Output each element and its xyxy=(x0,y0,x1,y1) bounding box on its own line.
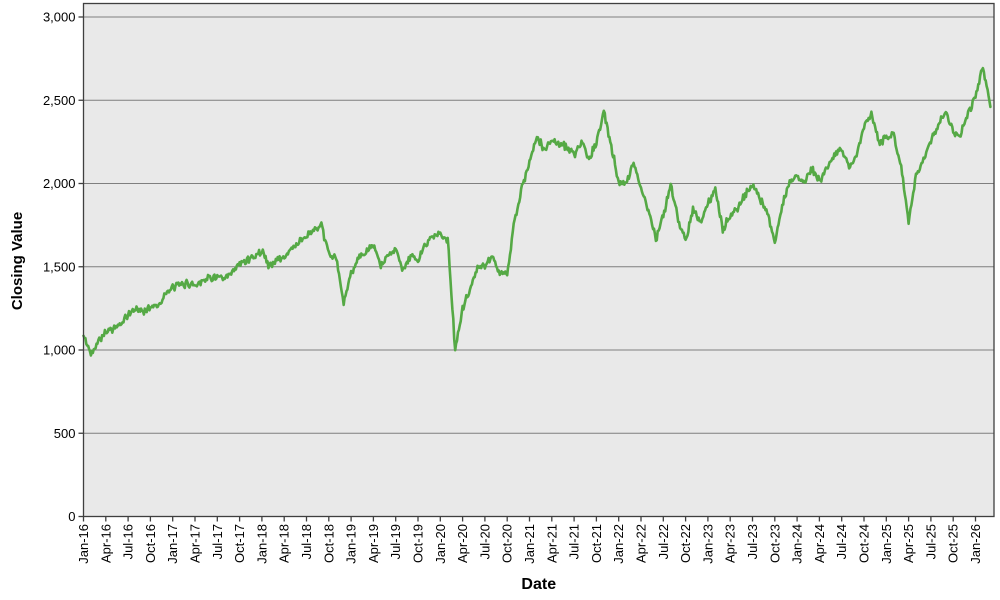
x-tick-label: Jul-17 xyxy=(210,524,225,559)
y-tick-label: 3,000 xyxy=(43,10,76,25)
x-tick-label: Apr-18 xyxy=(277,524,292,563)
x-tick-label: Oct-19 xyxy=(411,524,426,563)
x-tick-label: Oct-24 xyxy=(857,524,872,563)
x-tick-label: Oct-23 xyxy=(767,524,782,563)
x-tick-label: Oct-20 xyxy=(500,524,515,563)
x-tick-label: Jan-17 xyxy=(165,524,180,564)
x-tick-label: Jul-21 xyxy=(567,524,582,559)
x-tick-label: Jul-16 xyxy=(121,524,136,559)
y-tick-label: 500 xyxy=(54,426,76,441)
x-tick-label: Jan-16 xyxy=(76,524,91,564)
y-tick-label: 1,500 xyxy=(43,259,76,274)
x-tick-label: Oct-16 xyxy=(143,524,158,563)
x-tick-label: Apr-21 xyxy=(544,524,559,563)
x-tick-label: Apr-22 xyxy=(634,524,649,563)
y-tick-label: 0 xyxy=(68,509,75,524)
x-tick-label: Apr-20 xyxy=(455,524,470,563)
x-tick-label: Jul-20 xyxy=(477,524,492,559)
x-tick-label: Apr-25 xyxy=(901,524,916,563)
x-tick-label: Oct-22 xyxy=(678,524,693,563)
x-tick-label: Jan-20 xyxy=(433,524,448,564)
y-tick-label: 2,500 xyxy=(43,93,76,108)
x-tick-label: Jan-22 xyxy=(611,524,626,564)
x-tick-label: Jul-25 xyxy=(923,524,938,559)
series-line-closing-value xyxy=(82,66,992,357)
x-tick-label: Apr-23 xyxy=(723,524,738,563)
x-tick-label: Oct-21 xyxy=(589,524,604,563)
x-tick-label: Jul-18 xyxy=(299,524,314,559)
x-tick-label: Oct-25 xyxy=(946,524,961,563)
plot-area xyxy=(83,3,994,517)
x-tick-label: Jan-23 xyxy=(700,524,715,564)
x-tick-label: Jul-22 xyxy=(656,524,671,559)
x-tick-label: Jan-19 xyxy=(344,524,359,564)
x-tick-label: Jul-24 xyxy=(834,524,849,559)
y-axis-title: Closing Value xyxy=(9,212,26,310)
x-axis-title: Date xyxy=(521,576,556,593)
x-tick-label: Apr-19 xyxy=(366,524,381,563)
y-tick-label: 2,000 xyxy=(43,176,76,191)
x-tick-label: Jul-23 xyxy=(745,524,760,559)
x-tick-label: Jan-25 xyxy=(879,524,894,564)
x-tick-label: Jan-21 xyxy=(522,524,537,564)
x-tick-label: Apr-24 xyxy=(812,524,827,563)
x-tick-label: Jan-24 xyxy=(790,524,805,564)
x-tick-label: Jan-26 xyxy=(968,524,983,564)
x-tick-label: Oct-18 xyxy=(321,524,336,563)
plot-border xyxy=(82,2,995,518)
x-tick-label: Oct-17 xyxy=(232,524,247,563)
y-tick-label: 1,000 xyxy=(43,343,76,358)
x-tick-label: Jan-18 xyxy=(254,524,269,564)
x-tick-label: Jul-19 xyxy=(388,524,403,559)
x-tick-label: Apr-17 xyxy=(188,524,203,563)
x-tick-label: Apr-16 xyxy=(98,524,113,563)
